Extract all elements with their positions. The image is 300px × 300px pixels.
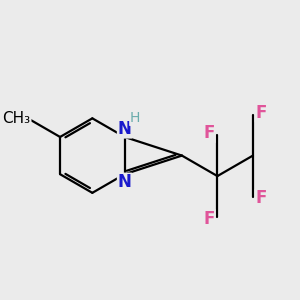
Text: N: N xyxy=(118,120,131,138)
Text: N: N xyxy=(118,173,131,191)
Text: F: F xyxy=(255,104,267,122)
Text: F: F xyxy=(203,124,215,142)
Text: F: F xyxy=(203,210,215,228)
Text: CH₃: CH₃ xyxy=(3,111,31,126)
Text: H: H xyxy=(130,111,140,125)
Text: F: F xyxy=(255,189,267,207)
